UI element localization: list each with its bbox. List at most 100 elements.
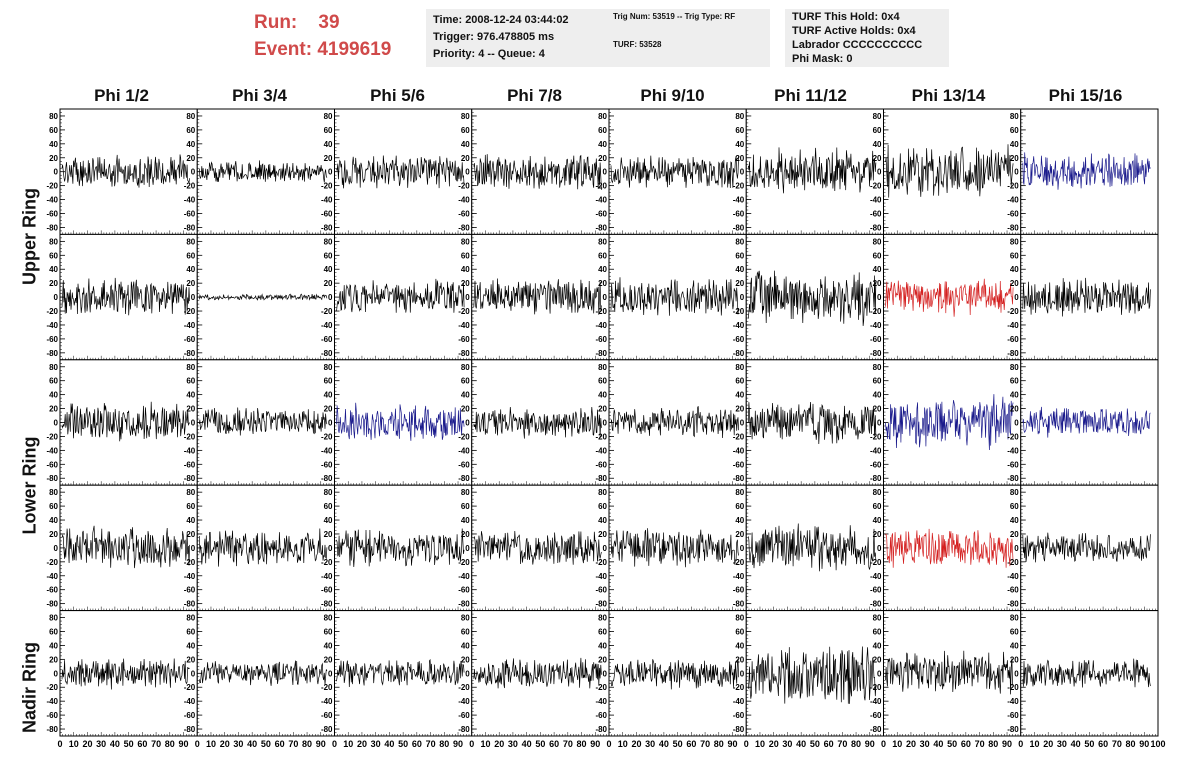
y-tick-label: -20 xyxy=(321,558,333,567)
y-tick-label: 80 xyxy=(49,237,58,246)
x-tick-label: 60 xyxy=(412,739,422,749)
x-tick-label: 70 xyxy=(700,739,710,749)
y-tick-label: -80 xyxy=(321,725,333,734)
y-tick-label: -80 xyxy=(184,349,196,358)
y-tick-label: 60 xyxy=(1010,251,1019,260)
y-tick-label: -20 xyxy=(184,182,196,191)
y-tick-label: 80 xyxy=(461,488,470,497)
x-tick-label: 100 xyxy=(1150,739,1165,749)
y-tick-label: 0 xyxy=(740,168,745,177)
y-tick-label: 0 xyxy=(740,293,745,302)
waveform-trace xyxy=(1022,406,1151,438)
y-tick-label: -60 xyxy=(321,210,333,219)
x-tick-label: 20 xyxy=(82,739,92,749)
y-tick-label: -40 xyxy=(321,321,333,330)
y-tick-label: -40 xyxy=(321,572,333,581)
y-tick-label: -80 xyxy=(458,474,470,483)
x-tick-label: 70 xyxy=(288,739,298,749)
waveform-trace xyxy=(885,528,1014,568)
y-tick-label: -40 xyxy=(733,572,745,581)
x-tick-label: 30 xyxy=(782,739,792,749)
y-tick-label: 20 xyxy=(735,154,744,163)
panel-frame xyxy=(334,359,473,486)
y-tick-label: 80 xyxy=(324,363,333,372)
y-tick-label: 0 xyxy=(191,293,196,302)
panel-r4-c6: 80 60 40 20 0 -20 -40 -60 -80 xyxy=(870,610,1022,737)
y-tick-label: 0 xyxy=(740,669,745,678)
y-tick-label: -20 xyxy=(46,182,58,191)
y-tick-label: 60 xyxy=(186,502,195,511)
y-tick-label: -60 xyxy=(458,335,470,344)
y-tick-label: 80 xyxy=(49,363,58,372)
y-tick-label: 0 xyxy=(191,669,196,678)
y-tick-label: 60 xyxy=(598,502,607,511)
x-tick-label: 70 xyxy=(975,739,985,749)
y-tick-label: -20 xyxy=(184,558,196,567)
y-tick-label: 20 xyxy=(1010,655,1019,664)
y-tick-label: 0 xyxy=(603,168,608,177)
y-tick-label: 20 xyxy=(461,279,470,288)
y-tick-label: -20 xyxy=(733,307,745,316)
y-tick-label: 40 xyxy=(186,391,195,400)
y-tick-label: -80 xyxy=(733,349,745,358)
y-tick-label: 40 xyxy=(735,140,744,149)
y-tick-label: -80 xyxy=(46,600,58,609)
y-tick-label: -80 xyxy=(870,600,882,609)
waveform-trace xyxy=(61,154,190,188)
y-tick-label: 0 xyxy=(465,544,470,553)
y-tick-label: 40 xyxy=(598,641,607,650)
y-tick-label: -40 xyxy=(46,572,58,581)
y-tick-label: -40 xyxy=(321,697,333,706)
panel-frame xyxy=(745,484,884,612)
y-tick-label: 20 xyxy=(324,154,333,163)
waveform-trace xyxy=(885,144,1014,198)
x-tick-label: 0 xyxy=(744,739,749,749)
y-tick-label: 80 xyxy=(1010,237,1019,246)
y-tick-label: 60 xyxy=(324,126,333,135)
y-tick-label: 60 xyxy=(461,502,470,511)
y-tick-label: -20 xyxy=(184,307,196,316)
trig-num-text: Trig Num: 53519 -- Trig Type: RF xyxy=(613,12,736,21)
y-tick-label: -20 xyxy=(1007,432,1019,441)
y-tick-label: 20 xyxy=(324,279,333,288)
y-tick-label: -80 xyxy=(870,725,882,734)
y-tick-label: -60 xyxy=(46,335,58,344)
waveform-trace xyxy=(336,402,465,441)
y-tick-label: -80 xyxy=(184,600,196,609)
y-tick-label: -20 xyxy=(46,307,58,316)
y-tick-label: -20 xyxy=(870,182,882,191)
y-tick-label: 40 xyxy=(461,140,470,149)
y-tick-label: -80 xyxy=(595,600,607,609)
waveform-trace xyxy=(610,528,739,568)
x-tick-label: 10 xyxy=(755,739,765,749)
y-tick-label: -60 xyxy=(458,711,470,720)
phi-header-3: Phi 5/6 xyxy=(370,86,425,105)
y-tick-label: 20 xyxy=(49,530,58,539)
waveform-trace xyxy=(747,646,877,704)
y-tick-label: -40 xyxy=(733,697,745,706)
y-tick-label: -80 xyxy=(458,725,470,734)
y-tick-label: -20 xyxy=(595,307,607,316)
y-tick-label: 0 xyxy=(191,168,196,177)
y-tick-label: -20 xyxy=(184,683,196,692)
y-tick-label: 60 xyxy=(324,502,333,511)
panel-r0-c2: 80 60 40 20 0 -20 -40 -60 -80 xyxy=(321,108,473,235)
phi-header-4: Phi 7/8 xyxy=(507,86,562,105)
y-tick-label: 20 xyxy=(735,279,744,288)
panel-r2-c3: 80 60 40 20 0 -20 -40 -60 -80 xyxy=(458,359,610,486)
y-tick-label: -40 xyxy=(46,446,58,455)
x-tick-label: 0 xyxy=(881,739,886,749)
y-tick-label: 60 xyxy=(186,377,195,386)
waveform-trace xyxy=(610,277,739,316)
turf-text: TURF: 53528 xyxy=(613,40,662,49)
x-tick-label: 40 xyxy=(110,739,120,749)
y-tick-label: -20 xyxy=(595,182,607,191)
y-tick-label: -40 xyxy=(184,572,196,581)
y-tick-label: 0 xyxy=(1014,544,1019,553)
y-tick-label: 80 xyxy=(1010,112,1019,121)
y-tick-label: 80 xyxy=(873,488,882,497)
waveform-trace xyxy=(747,523,877,572)
y-tick-label: -60 xyxy=(595,460,607,469)
waveform-trace xyxy=(1022,152,1151,190)
waveform-trace xyxy=(747,147,877,194)
